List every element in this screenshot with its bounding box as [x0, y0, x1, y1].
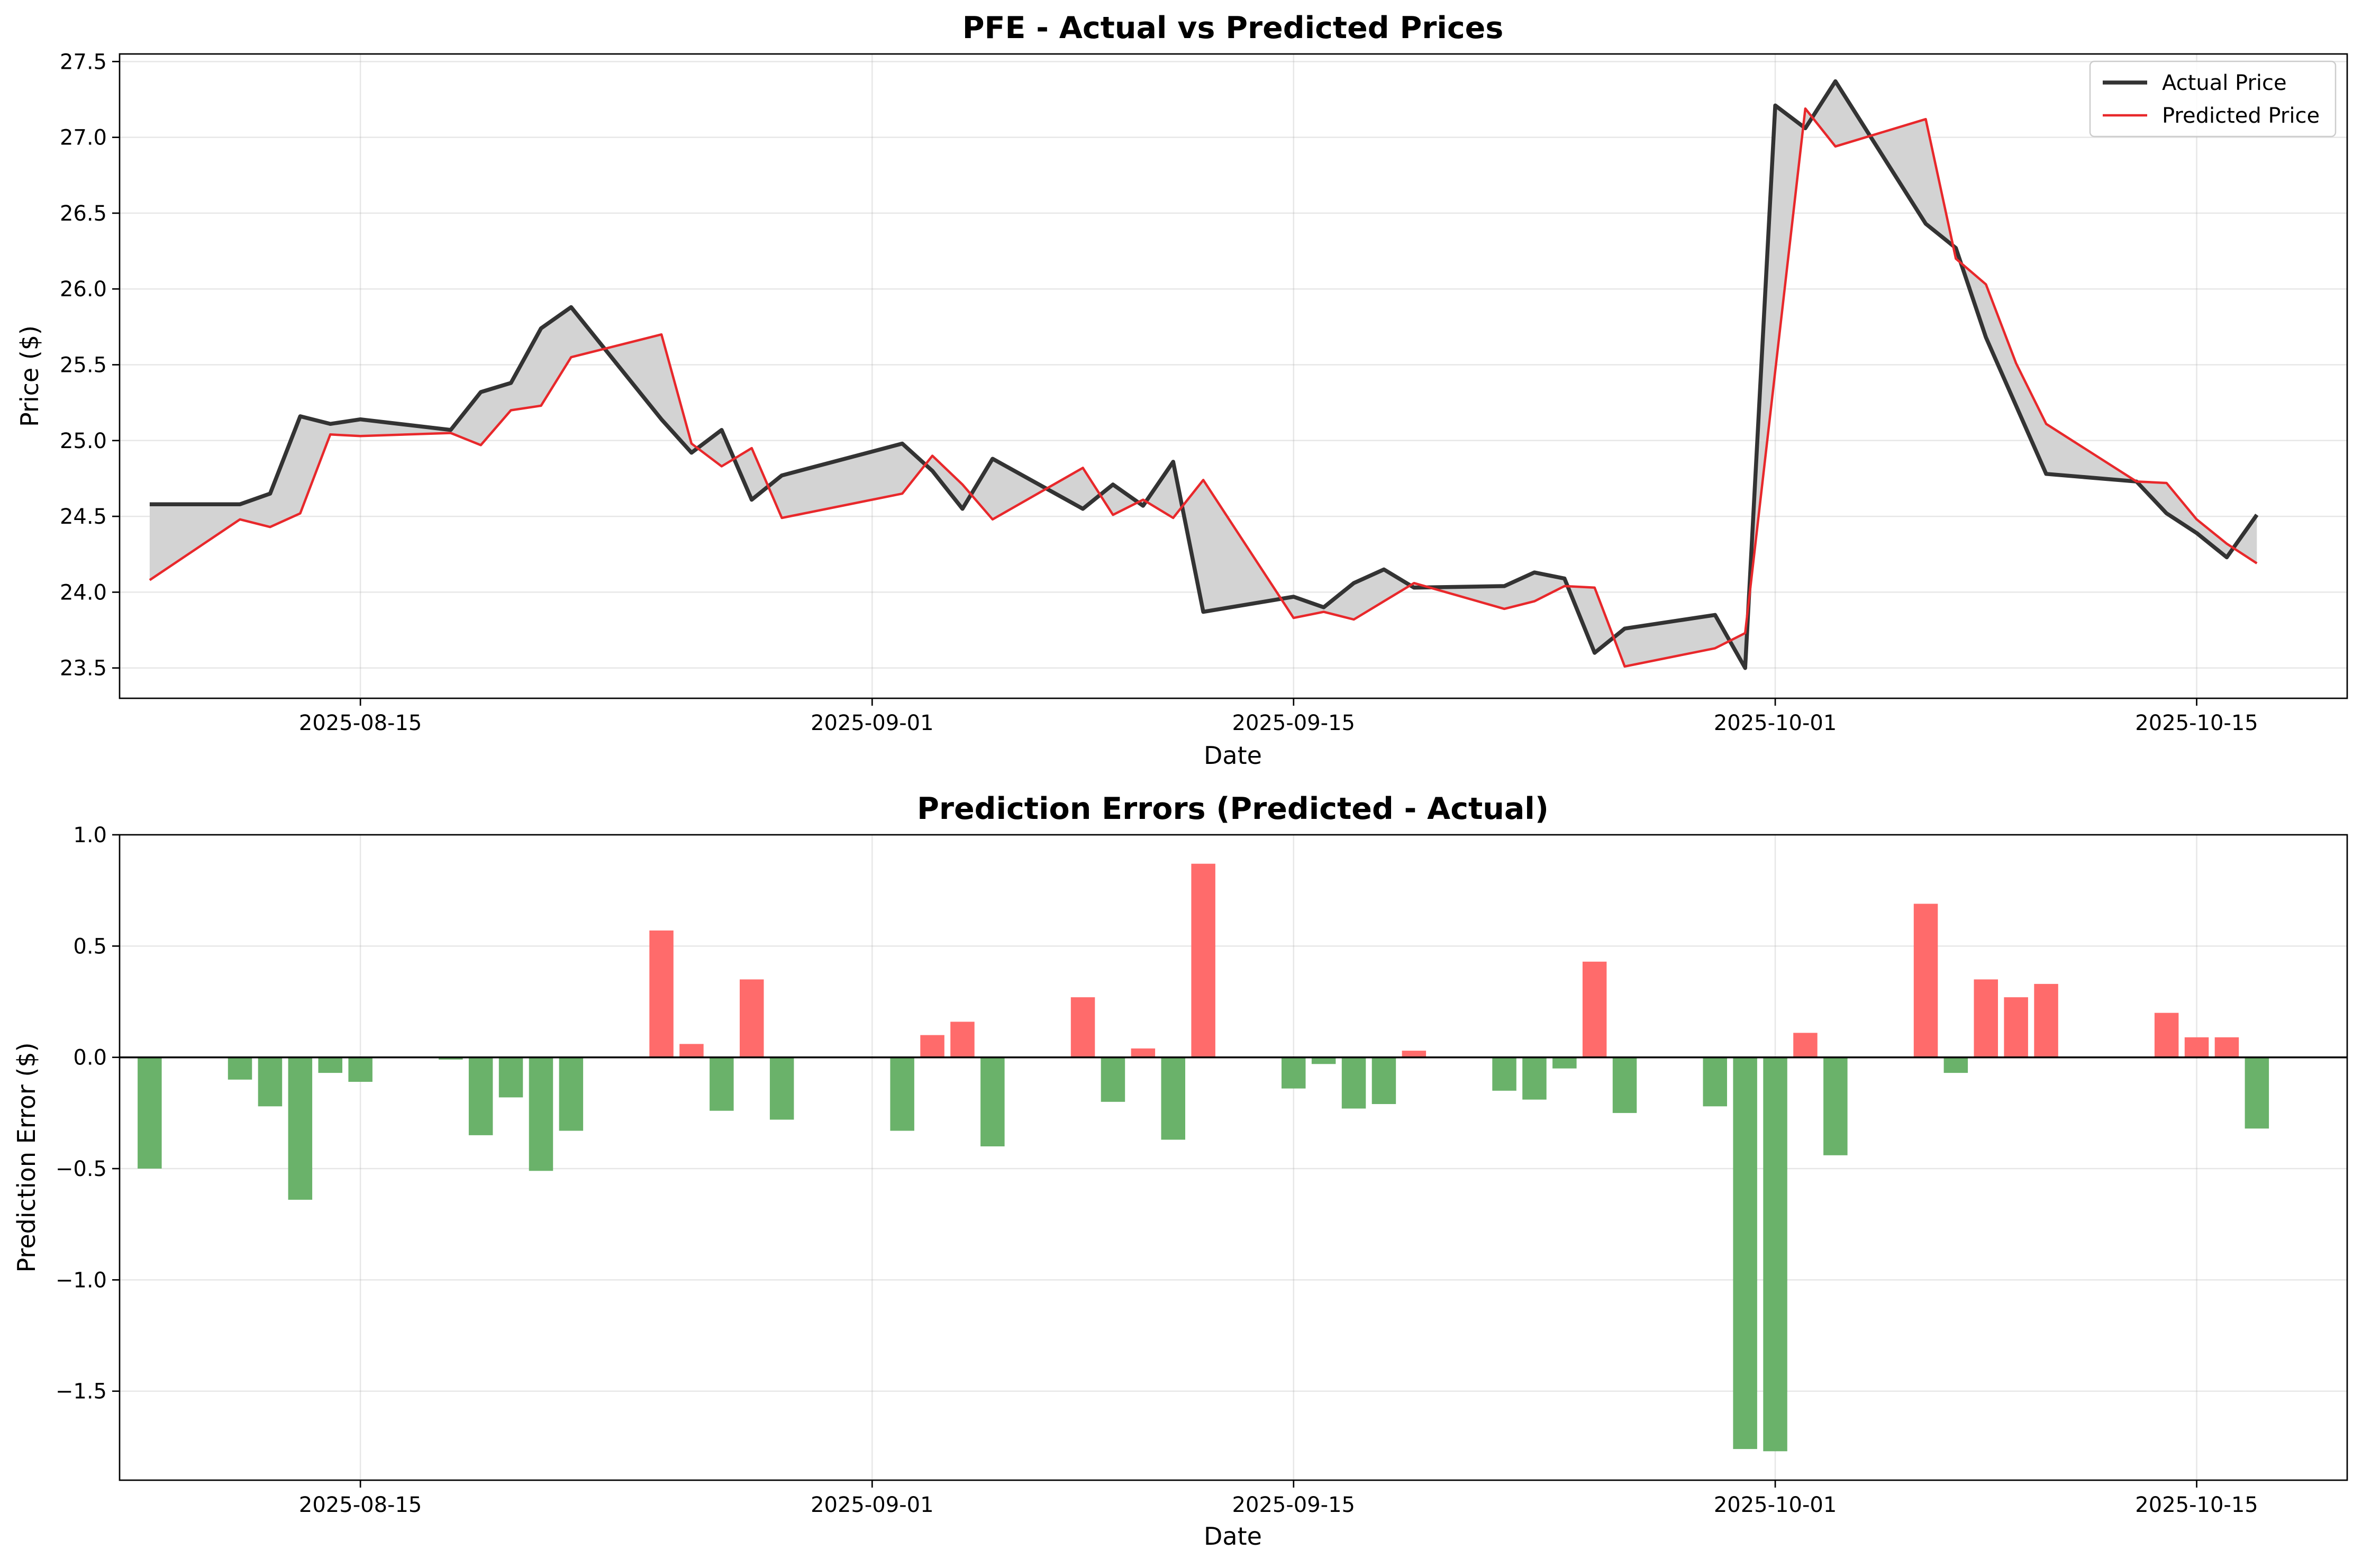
error-bar: [1552, 1057, 1577, 1069]
price-x-tick-label: 2025-10-15: [2135, 711, 2258, 735]
error-plot-frame: [119, 834, 2348, 1481]
error-bar: [1913, 904, 1938, 1058]
price-y-tick-label: 24.0: [60, 580, 107, 605]
actual-predicted-gap-fill: [149, 81, 2257, 668]
error-bar: [1522, 1057, 1547, 1100]
error-bar: [348, 1057, 373, 1082]
price-y-tick-label: 25.5: [60, 353, 107, 378]
error-y-tick-label: −1.5: [56, 1380, 107, 1404]
error-bar: [559, 1057, 584, 1131]
price-y-tick-label: 23.5: [60, 657, 107, 681]
error-bar: [710, 1057, 734, 1111]
error-bar: [1763, 1057, 1787, 1452]
error-bar: [288, 1057, 313, 1200]
error-bar: [1823, 1057, 1848, 1155]
predicted-price-line: [149, 107, 2258, 668]
error-x-ticks: 2025-08-15 2025-09-01 2025-09-15 2025-10-01…: [299, 1480, 2258, 1517]
error-bar: [2154, 1013, 2179, 1058]
error-bar: [1793, 1033, 1818, 1058]
price-x-axis-label: Date: [1204, 741, 1262, 770]
error-bar: [498, 1057, 523, 1098]
error-bar: [258, 1057, 283, 1107]
price-plot-frame: [119, 53, 2348, 699]
price-y-tick-label: 26.5: [60, 202, 107, 226]
price-chart-panel: PFE - Actual vs Predicted Prices 2025-08…: [15, 11, 2348, 770]
error-y-tick-label: 1.0: [73, 823, 107, 847]
error-bar: [1974, 979, 1998, 1058]
error-x-tick-label: 2025-08-15: [299, 1493, 422, 1517]
error-bar: [529, 1057, 553, 1171]
legend-predicted-label: Predicted Price: [2162, 104, 2320, 128]
error-x-tick-label: 2025-09-01: [811, 1493, 933, 1517]
error-bar: [769, 1057, 794, 1120]
error-bar: [1703, 1057, 1727, 1107]
error-chart-title: Prediction Errors (Predicted - Actual): [917, 791, 1549, 826]
price-y-tick-label: 25.0: [60, 429, 107, 453]
price-chart-title: PFE - Actual vs Predicted Prices: [962, 11, 1504, 45]
legend-actual-label: Actual Price: [2162, 71, 2287, 95]
error-bar: [679, 1044, 704, 1058]
error-bar: [1371, 1057, 1396, 1104]
error-chart-panel: Prediction Errors (Predicted - Actual) 2…: [12, 791, 2348, 1551]
error-bar: [318, 1057, 342, 1073]
error-bar: [1101, 1057, 1125, 1102]
price-x-tick-label: 2025-10-01: [1714, 711, 1837, 735]
error-bar: [1070, 997, 1095, 1058]
error-bar: [138, 1057, 162, 1169]
error-y-axis-label: Prediction Error ($): [12, 1042, 41, 1272]
price-y-tick-label: 27.5: [60, 50, 107, 74]
error-bar: [2034, 983, 2058, 1058]
error-bar: [980, 1057, 1005, 1146]
error-bar: [1582, 961, 1607, 1058]
error-y-tick-label: 0.5: [73, 934, 107, 959]
price-x-ticks: 2025-08-15 2025-09-01 2025-09-15 2025-10-01…: [299, 698, 2258, 735]
error-x-tick-label: 2025-10-01: [1714, 1493, 1837, 1517]
legend-frame: [2089, 60, 2337, 138]
error-bar: [1191, 863, 1215, 1058]
error-bar: [950, 1022, 975, 1058]
price-y-tick-label: 24.5: [60, 505, 107, 529]
price-legend[interactable]: Actual Price Predicted Price: [2089, 60, 2337, 138]
error-x-tick-label: 2025-09-15: [1232, 1493, 1355, 1517]
price-y-tick-label: 27.0: [60, 126, 107, 150]
price-x-tick-label: 2025-08-15: [299, 711, 422, 735]
error-bars: [138, 863, 2269, 1452]
error-bar: [649, 930, 674, 1058]
error-bar: [1311, 1057, 1336, 1064]
price-x-tick-label: 2025-09-01: [811, 711, 933, 735]
error-x-tick-label: 2025-10-15: [2135, 1493, 2258, 1517]
error-bar: [1733, 1057, 1757, 1450]
error-bar: [1612, 1057, 1637, 1113]
error-bar: [1161, 1057, 1185, 1140]
error-y-tick-label: −0.5: [56, 1157, 107, 1181]
error-x-axis-label: Date: [1204, 1522, 1262, 1551]
error-bar: [1131, 1048, 1156, 1058]
error-bar: [1341, 1057, 1366, 1109]
price-y-axis-label: Price ($): [15, 325, 44, 427]
error-bar: [439, 1057, 463, 1060]
error-bar: [228, 1057, 252, 1080]
error-bar: [2184, 1037, 2209, 1058]
error-bar: [2214, 1037, 2239, 1058]
error-bar: [1492, 1057, 1516, 1091]
error-bar: [2004, 997, 2028, 1058]
error-y-tick-label: −1.0: [56, 1268, 107, 1292]
error-bar: [468, 1057, 493, 1135]
error-y-tick-label: 0.0: [73, 1046, 107, 1070]
error-bar: [1282, 1057, 1306, 1089]
error-bar: [740, 979, 764, 1058]
error-y-ticks: 1.0 0.5 0.0 −0.5 −1.0 −1.5: [56, 823, 120, 1404]
error-bar: [920, 1035, 944, 1058]
error-bar: [1402, 1051, 1427, 1058]
actual-price-line: [149, 79, 2259, 670]
price-y-tick-label: 26.0: [60, 277, 107, 302]
price-y-ticks: 23.5 24.0 24.5 25.0 25.5 26.0 26.5 27.0 27.5: [60, 50, 120, 681]
error-bar: [1943, 1057, 1968, 1073]
price-x-tick-label: 2025-09-15: [1232, 711, 1355, 735]
error-bar: [2245, 1057, 2269, 1129]
error-bar: [890, 1057, 914, 1131]
